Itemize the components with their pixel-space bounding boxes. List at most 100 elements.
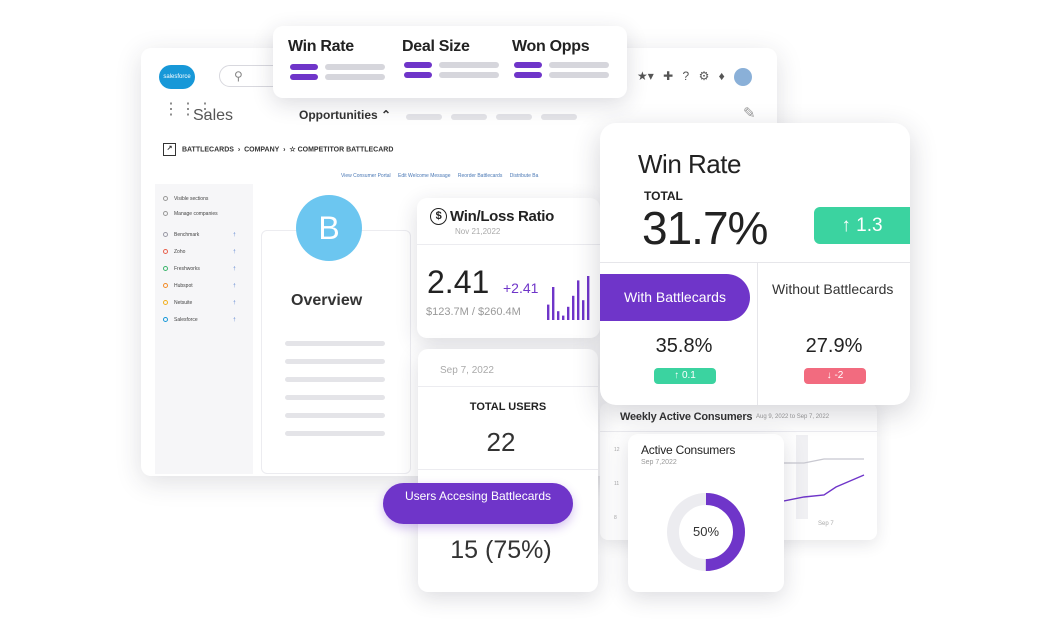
- metric-bar: [290, 74, 318, 80]
- pin-icon[interactable]: †: [233, 249, 236, 255]
- spark-bar: [572, 295, 575, 320]
- company-status-icon: [163, 266, 168, 272]
- pin-icon[interactable]: †: [233, 283, 236, 289]
- series-line-gray: [784, 458, 864, 464]
- weekly-line-chart: [784, 458, 865, 502]
- chevron-right-icon: ›: [235, 146, 243, 154]
- arrow-up-icon: ↑: [841, 215, 851, 236]
- metric-bar: [290, 64, 318, 70]
- view-portal-link[interactable]: View Consumer Portal: [341, 173, 391, 179]
- sidebar-item-label: Hubspot: [174, 283, 193, 289]
- sidebar-item-company[interactable]: Salesforce: [163, 317, 198, 323]
- users-date: Sep 7, 2022: [440, 365, 494, 376]
- spark-bar: [552, 287, 555, 320]
- without-change: -2: [834, 370, 844, 381]
- win-rate-change: 1.3: [856, 215, 883, 236]
- pin-icon[interactable]: †: [233, 317, 236, 323]
- company-status-icon: [163, 317, 168, 323]
- eye-icon: [163, 196, 168, 202]
- edit-welcome-link[interactable]: Edit Welcome Message: [398, 173, 451, 179]
- metric-bar: [325, 64, 385, 70]
- win-loss-title: $ Win/Loss Ratio: [430, 208, 554, 225]
- with-battlecards-label: With Battlecards: [600, 274, 750, 321]
- app-launcher-icon[interactable]: ⋮⋮⋮: [163, 101, 214, 118]
- reorder-link[interactable]: Reorder Battlecards: [457, 173, 503, 179]
- spark-bar: [557, 311, 560, 320]
- total-users-card: Sep 7, 2022 TOTAL USERS 22 15 (75%): [418, 349, 598, 592]
- add-icon[interactable]: ✚: [663, 69, 674, 84]
- divider: [417, 244, 600, 245]
- win-rate-card: Win Rate TOTAL 31.7% ↑ 1.3 With Battleca…: [600, 123, 910, 405]
- with-change-badge: ↑ 0.1: [654, 368, 716, 384]
- metric-bar: [439, 62, 499, 68]
- metric-bar: [514, 62, 542, 68]
- placeholder-line: [285, 395, 385, 400]
- metric-deal-size[interactable]: Deal Size: [402, 38, 470, 55]
- salesforce-logo: salesforce: [159, 65, 195, 89]
- dollar-icon: $: [430, 208, 447, 225]
- divider: [418, 386, 598, 387]
- help-icon[interactable]: ?: [682, 69, 690, 84]
- active-consumers-title: Active Consumers: [641, 443, 736, 457]
- breadcrumb-company[interactable]: COMPANY: [244, 146, 280, 154]
- overview-panel: [261, 230, 411, 474]
- metric-bar: [404, 62, 432, 68]
- divider: [757, 263, 758, 405]
- sidebar-item-label: Zoho: [174, 249, 186, 255]
- sidebar-item-label: Manage companies: [174, 211, 218, 217]
- sidebar-item-company[interactable]: Netsuite: [163, 300, 192, 306]
- pin-icon[interactable]: †: [233, 232, 236, 238]
- overview-title: Overview: [291, 292, 363, 309]
- gear-icon[interactable]: ⚙: [698, 69, 710, 84]
- company-status-icon: [163, 300, 168, 306]
- with-change: 0.1: [681, 370, 696, 381]
- sidebar-item-visible-sections[interactable]: Visible sections: [163, 196, 208, 202]
- donut-arc: [667, 493, 745, 571]
- app-name: Sales: [193, 107, 234, 124]
- metric-bar: [514, 72, 542, 78]
- metric-won-opps[interactable]: Won Opps: [512, 38, 590, 55]
- total-users-label: TOTAL USERS: [469, 401, 547, 413]
- active-consumers-card: Active Consumers Sep 7,2022 50%: [628, 434, 784, 592]
- sidebar-item-company[interactable]: Benchmark: [163, 232, 199, 238]
- divider: [600, 262, 910, 263]
- placeholder-line: [285, 413, 385, 418]
- pin-icon[interactable]: †: [233, 266, 236, 272]
- spark-bar: [562, 315, 565, 320]
- header-toolbar: ★▾ ✚ ? ⚙ ♦: [637, 68, 758, 86]
- bell-icon[interactable]: ♦: [718, 69, 725, 84]
- sidebar-item-company[interactable]: Zoho: [163, 249, 185, 255]
- user-avatar[interactable]: [734, 68, 753, 86]
- metric-win-rate[interactable]: Win Rate: [288, 38, 354, 55]
- company-status-icon: [163, 232, 168, 238]
- win-loss-value: 2.41: [427, 264, 490, 300]
- chevron-up-icon: ⌃: [381, 108, 392, 122]
- battlecards-logo-icon: ↗: [163, 143, 176, 156]
- placeholder-tab: [541, 114, 577, 120]
- gear-icon: [163, 211, 168, 217]
- placeholder-tab: [496, 114, 532, 120]
- metric-bar: [439, 72, 499, 78]
- favorites-icon[interactable]: ★▾: [637, 69, 654, 84]
- sidebar-item-manage-companies[interactable]: Manage companies: [163, 211, 218, 217]
- chevron-right-icon: ›: [281, 146, 288, 154]
- pin-icon[interactable]: †: [233, 300, 236, 306]
- metric-bar: [549, 72, 609, 78]
- active-consumers-percent: 50%: [692, 524, 720, 539]
- sidebar-item-company[interactable]: Freshworks: [163, 266, 200, 272]
- without-change-badge: ↓ -2: [804, 368, 866, 384]
- distribute-link[interactable]: Distribute Ba: [509, 173, 539, 179]
- tab-opportunities[interactable]: Opportunities ⌃: [299, 108, 391, 122]
- pencil-icon[interactable]: ✎: [743, 105, 756, 122]
- users-accessing-label: Users Accesing Battlecards: [383, 483, 573, 524]
- sidebar-item-label: Freshworks: [174, 266, 200, 272]
- breadcrumb-root[interactable]: BATTLECARDS: [181, 146, 234, 154]
- win-loss-date: Nov 21,2022: [455, 227, 501, 236]
- sidebar-item-company[interactable]: Hubspot: [163, 283, 193, 289]
- sidebar: Visible sections Manage companies Benchm…: [155, 184, 253, 474]
- accessing-users-value: 15 (75%): [450, 536, 552, 564]
- star-icon[interactable]: ☆: [289, 146, 296, 154]
- y-tick: 8: [614, 515, 617, 521]
- sidebar-item-label: Benchmark: [174, 232, 200, 238]
- tab-label: Opportunities: [299, 108, 378, 122]
